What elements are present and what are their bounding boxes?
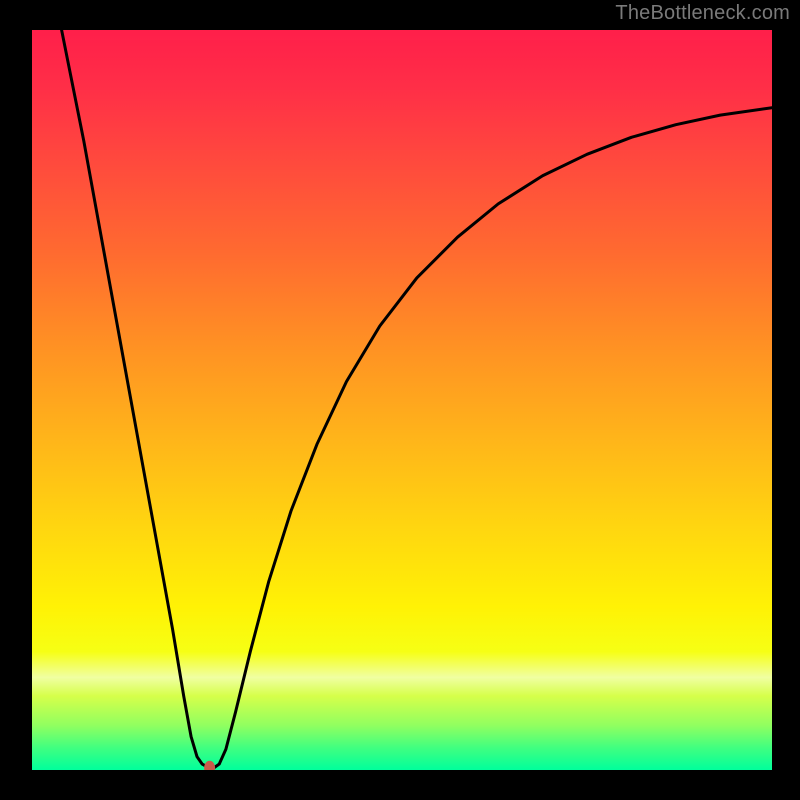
chart-frame: TheBottleneck.com [0,0,800,800]
gradient-background [32,30,772,770]
watermark-text: TheBottleneck.com [615,2,790,25]
chart-svg [32,30,772,770]
bottleneck-chart [32,30,772,770]
